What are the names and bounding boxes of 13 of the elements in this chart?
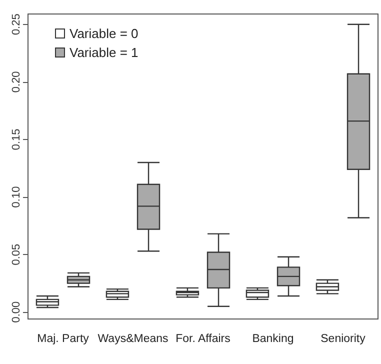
y-tick-label: 0.25	[10, 14, 22, 36]
y-tick-label: 0.00	[10, 301, 22, 323]
x-tick-label: Seniority	[320, 333, 366, 345]
legend-label: Variable = 0	[70, 26, 138, 41]
y-tick-label: 0.15	[10, 128, 22, 150]
x-tick-label: Banking	[252, 333, 294, 345]
y-tick-label: 0.20	[10, 71, 22, 93]
x-tick-label: Maj. Party	[37, 333, 90, 345]
x-tick-label: Ways&Means	[98, 333, 169, 345]
legend-label: Variable = 1	[70, 45, 138, 60]
y-tick-label: 0.05	[10, 244, 22, 266]
y-tick-label: 0.10	[10, 186, 22, 208]
x-tick-label: For. Affairs	[176, 333, 231, 345]
